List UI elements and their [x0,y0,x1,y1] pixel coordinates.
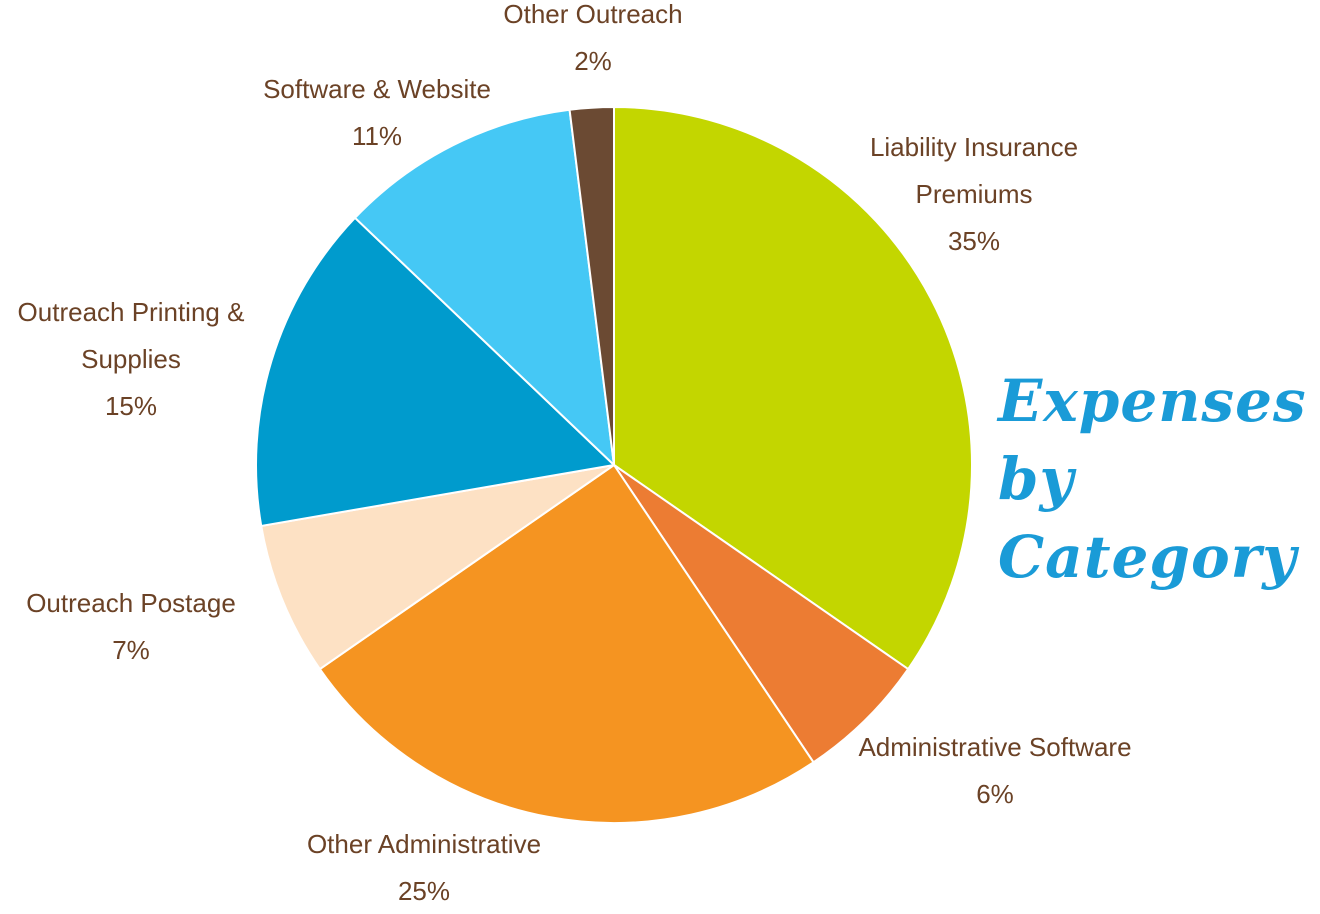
slice-label-software-and-website: Software & Website 11% [263,74,491,151]
slice-name-line: Liability Insurance [870,132,1078,162]
pie-slice-administrative-software [613,464,910,764]
slice-percent: 25% [398,876,450,906]
slice-name-line: Outreach Postage [26,588,236,618]
slice-percent: 6% [976,779,1014,809]
slice-name-line: Supplies [81,344,181,374]
slice-label-other-administrative: Other Administrative 25% [307,829,541,906]
chart-title: Expenses by Category [998,367,1307,591]
slice-percent: 35% [948,226,1000,256]
slice-name-line: Software & Website [263,74,491,104]
slice-percent: 11% [352,121,402,151]
pie-slice-software-and-website [353,108,616,468]
pie-slice-outreach-printing-and-supplies [255,216,617,528]
pie-slice-other-administrative [318,463,815,824]
slice-percent: 15% [105,391,157,421]
slice-name-line: Outreach Printing & [18,297,245,327]
slice-name-line: Other Outreach [503,0,682,29]
pie-labels: Liability Insurance Premiums 35% Administra… [18,0,1132,906]
slice-name-line: Premiums [915,179,1032,209]
slice-percent: 7% [112,635,150,665]
slice-label-other-outreach: Other Outreach 2% [503,0,682,76]
slice-label-liability-insurance-premiums: Liability Insurance Premiums 35% [870,132,1078,256]
pie-slice-liability-insurance-premiums [613,105,973,671]
pie-slice-outreach-postage [260,464,615,671]
slice-label-outreach-printing-and-supplies: Outreach Printing & Supplies 15% [18,297,245,421]
pie-slice-other-outreach [568,105,615,466]
slice-name-line: Other Administrative [307,829,541,859]
pie-slices [255,105,973,824]
slice-label-administrative-software: Administrative Software 6% [858,732,1131,809]
slice-percent: 2% [574,46,612,76]
slice-name-line: Administrative Software [858,732,1131,762]
slice-label-outreach-postage: Outreach Postage 7% [26,588,236,665]
